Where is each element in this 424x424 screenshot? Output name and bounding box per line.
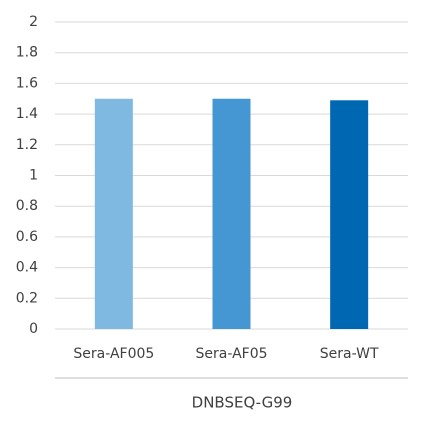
y-tick-label: 1.4 <box>16 106 38 122</box>
x-tick-label: Sera-WT <box>320 346 379 362</box>
y-tick-label: 2 <box>29 14 38 30</box>
x-tick-label: Sera-AF005 <box>73 346 154 362</box>
x-axis-label: DNBSEQ-G99 <box>192 394 293 412</box>
y-tick-label: 0.4 <box>16 260 38 276</box>
y-tick-label: 1.6 <box>16 75 38 91</box>
y-tick-label: 0 <box>29 321 38 337</box>
y-tick-label: 0.6 <box>16 229 38 245</box>
bar <box>212 98 251 329</box>
bar <box>330 100 369 329</box>
y-tick-label: 1.8 <box>16 45 38 61</box>
y-tick-label: 0.2 <box>16 290 38 306</box>
x-tick-label: Sera-AF05 <box>195 346 267 362</box>
y-tick-label: 1 <box>29 168 38 184</box>
bar <box>94 98 133 329</box>
y-tick-label: 1.2 <box>16 137 38 153</box>
y-tick-label: 0.8 <box>16 198 38 214</box>
